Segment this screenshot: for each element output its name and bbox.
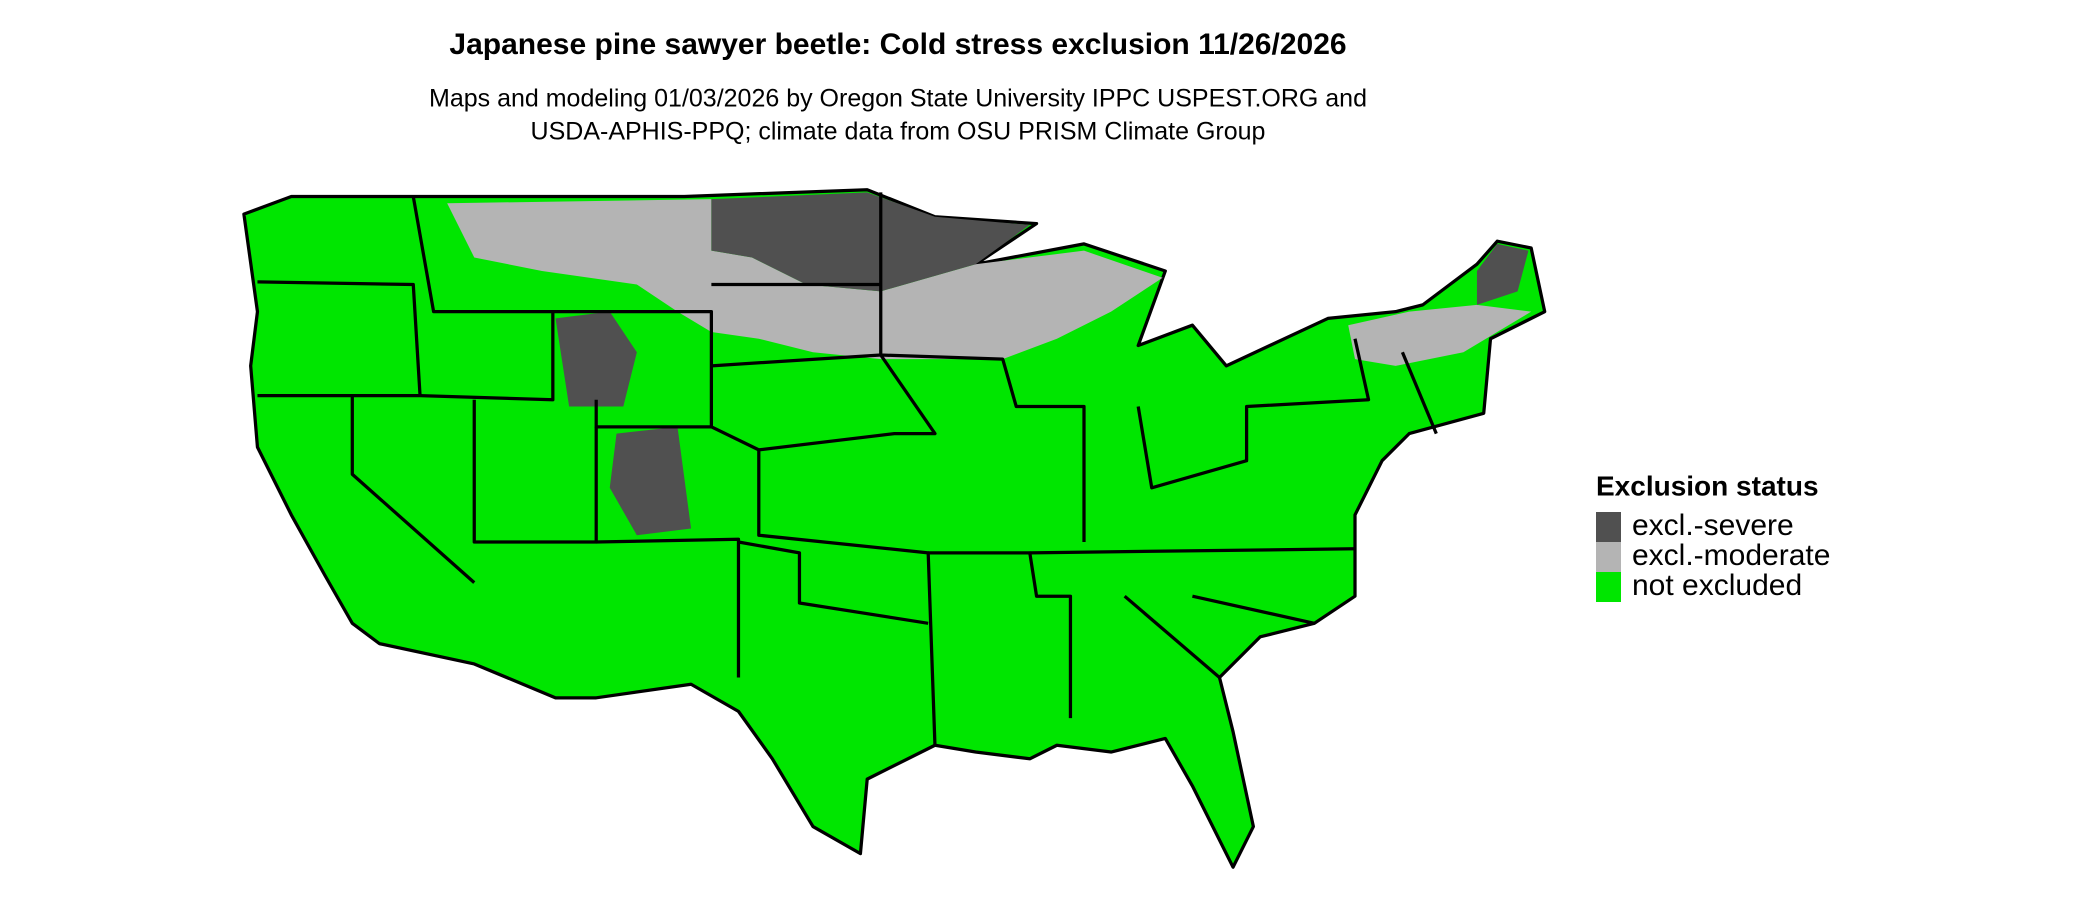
- legend-swatch: [1596, 542, 1621, 572]
- legend-swatch: [1596, 572, 1621, 602]
- legend-title: Exclusion status: [1596, 470, 1819, 501]
- legend-label: not excluded: [1632, 569, 1802, 602]
- subtitle: Maps and modeling 01/03/2026 by Oregon S…: [429, 85, 1367, 113]
- severe-area: [609, 426, 692, 536]
- state-borders: [257, 192, 1438, 746]
- legend-label: excl.-severe: [1632, 509, 1794, 542]
- legend-label: excl.-moderate: [1632, 539, 1830, 572]
- moderate-area: [447, 199, 1163, 360]
- moderate-area: [1348, 304, 1532, 366]
- severe-area: [1476, 243, 1529, 305]
- us-map: [242, 188, 1547, 869]
- severe-area: [555, 311, 637, 407]
- subtitle: USDA-APHIS-PPQ; climate data from OSU PR…: [531, 118, 1266, 146]
- severe-area: [711, 192, 1030, 292]
- legend-swatch: [1596, 512, 1621, 542]
- title: Japanese pine sawyer beetle: Cold stress…: [449, 28, 1346, 61]
